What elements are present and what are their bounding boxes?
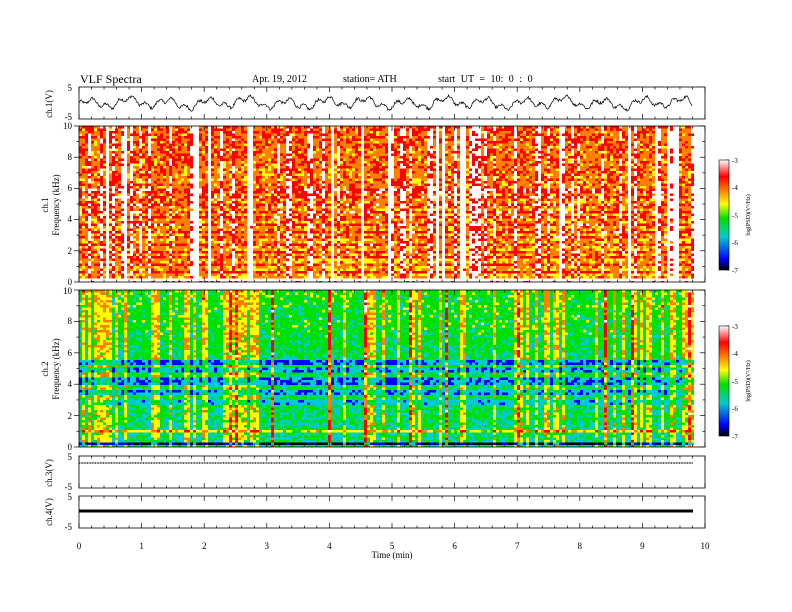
colorbar-ch1-gradient <box>718 159 730 271</box>
ch1-wave-ytick-bottom: -5 <box>65 112 73 122</box>
colorbar-ch2-tick-m5: -5 <box>732 378 738 386</box>
colorbar-ch2: -3 -4 -5 -6 -7 log(PSD)(V²/Hz) <box>718 323 752 441</box>
colorbar-ch1: -3 -4 -5 -6 -7 log(PSD)(V²/Hz) <box>718 157 752 275</box>
chart-title: VLF Spectra <box>80 72 142 87</box>
colorbar-ch2-label: log(PSD)(V²/Hz) <box>745 360 752 401</box>
ch3-wave-ylabel: ch.3(V) <box>44 459 54 487</box>
ch2-spec-ytick-4: 4 <box>68 379 73 389</box>
xtick-1: 1 <box>139 541 144 551</box>
ch2-spec-ylabel-channel: ch.2 <box>40 361 50 376</box>
panel-ch2-spectrogram <box>78 289 706 448</box>
ch1-spec-ytick-2: 2 <box>68 246 73 256</box>
colorbar-ch2-tick-m4: -4 <box>732 350 738 358</box>
ch2-spectrogram-image <box>79 290 694 447</box>
colorbar-ch2-gradient <box>718 325 730 437</box>
ch4-wave-ylabel: ch.4(V) <box>44 498 54 526</box>
xtick-4: 4 <box>327 541 332 551</box>
date-label: Apr. 19, 2012 <box>252 74 307 85</box>
station-label: station= ATH <box>343 74 397 85</box>
ch2-spec-ytick-8: 8 <box>68 316 73 326</box>
colorbar-ch1-tick-m7: -7 <box>732 267 738 275</box>
colorbar-ch2-tick-m6: -6 <box>732 405 738 413</box>
ch1-wave-ylabel: ch.1(V) <box>44 90 54 118</box>
ch1-spec-ytick-0: 0 <box>68 277 73 287</box>
ch3-wave-ytick-top: 5 <box>68 452 73 462</box>
ch2-spec-ytick-2: 2 <box>68 411 73 421</box>
xtick-10: 10 <box>701 541 711 551</box>
xtick-7: 7 <box>515 541 520 551</box>
ch1-spec-ytick-4: 4 <box>68 214 73 224</box>
colorbar-ch1-tick-m6: -6 <box>732 239 738 247</box>
ch1-waveform-trace <box>78 94 693 112</box>
colorbar-ch2-tick-m7: -7 <box>732 433 738 441</box>
colorbar-ch1-tick-m4: -4 <box>732 184 738 192</box>
ch2-spec-ytick-6: 6 <box>68 348 73 358</box>
xtick-3: 3 <box>265 541 270 551</box>
ch1-spec-ytick-8: 8 <box>68 152 73 162</box>
ch2-spec-ytick-0: 0 <box>68 442 73 452</box>
ch2-spec-ytick-10: 10 <box>63 286 73 296</box>
colorbar-ch1-tick-m5: -5 <box>732 212 738 220</box>
panel-ch1-spectrogram <box>78 125 706 283</box>
axis-ticks <box>74 87 729 528</box>
ch1-spec-ytick-10: 10 <box>63 121 73 131</box>
xtick-6: 6 <box>452 541 457 551</box>
ch4-wave-ytick-bottom: -5 <box>65 522 73 532</box>
ch1-spec-ylabel: Frequency (kHz) <box>51 174 61 235</box>
xtick-5: 5 <box>390 541 395 551</box>
ch1-spec-ytick-6: 6 <box>68 183 73 193</box>
start-time-label: start UT = 10: 0 : 0 <box>438 74 533 85</box>
ch1-wave-ytick-top: 5 <box>68 83 73 93</box>
colorbar-ch1-tick-m3: -3 <box>732 157 738 165</box>
ch2-spec-ylabel: Frequency (kHz) <box>51 338 61 399</box>
xtick-9: 9 <box>640 541 645 551</box>
colorbar-ch2-tick-m3: -3 <box>732 323 738 331</box>
ch4-wave-ytick-top: 5 <box>68 492 73 502</box>
xtick-8: 8 <box>578 541 583 551</box>
ch1-spec-ylabel-channel: ch.1 <box>40 197 50 212</box>
ch3-wave-ytick-bottom: -5 <box>65 482 73 492</box>
xtick-2: 2 <box>202 541 207 551</box>
x-axis-label: Time (min) <box>372 550 413 560</box>
colorbar-ch1-label: log(PSD)(V²/Hz) <box>745 194 752 235</box>
xtick-0: 0 <box>77 541 82 551</box>
ch1-spectrogram-image <box>79 126 694 282</box>
